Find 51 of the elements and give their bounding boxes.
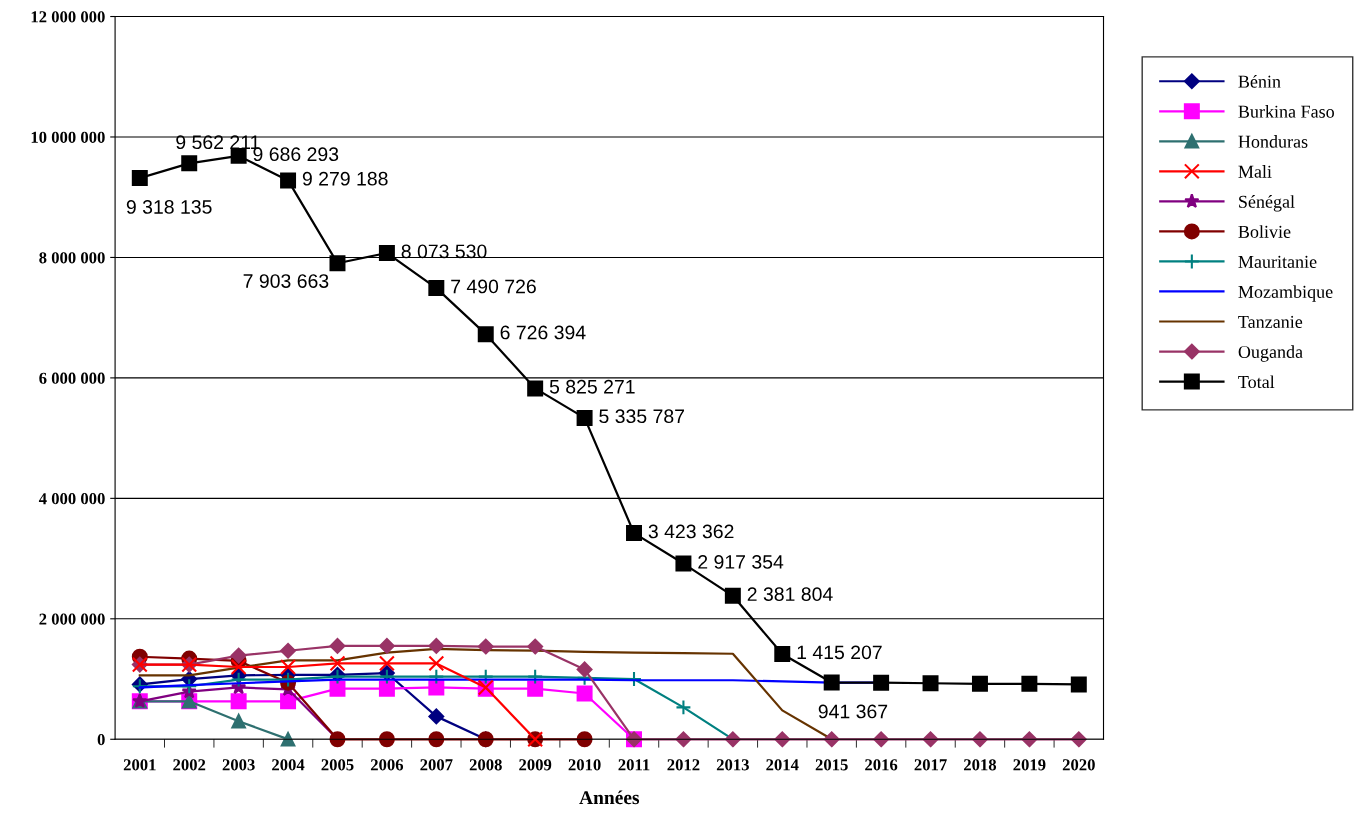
legend-label: Sénégal (1239, 195, 1295, 212)
y-tick-label: 2 000 000 (39, 613, 105, 625)
legend-label: Honduras (1238, 135, 1308, 148)
data-label: 1 415 207 (797, 645, 882, 660)
data-label: 5 825 271 (549, 379, 635, 394)
data-label: 2 917 354 (698, 555, 784, 569)
y-tick-label: 6 000 000 (39, 372, 105, 384)
x-tick-label: 2015 (815, 759, 848, 771)
x-tick-label: 2019 (1013, 759, 1046, 771)
y-tick-label: 10 000 000 (31, 131, 105, 143)
data-label: 5 335 787 (599, 409, 685, 424)
x-tick-label: 2013 (716, 759, 749, 771)
x-tick-label: 2009 (519, 759, 552, 771)
data-label: 9 318 135 (126, 200, 212, 214)
data-label: 7 490 726 (451, 279, 536, 294)
y-tick-label: 12 000 000 (31, 11, 105, 23)
data-label: 2 381 804 (747, 587, 833, 602)
legend-label: Total (1238, 375, 1275, 389)
x-tick-label: 2014 (766, 759, 799, 771)
x-tick-label: 2006 (370, 759, 404, 771)
x-tick-label: 2005 (321, 759, 354, 771)
x-tick-label: 2020 (1062, 759, 1095, 771)
x-tick-label: 2017 (914, 759, 947, 771)
data-label: 7 903 663 (243, 274, 329, 288)
legend-label: Mauritanie (1238, 255, 1317, 268)
data-label: 3 423 362 (648, 524, 734, 539)
x-tick-label: 2003 (222, 759, 255, 771)
legend-label: Mozambique (1238, 285, 1333, 302)
x-tick-label: 2018 (963, 759, 997, 771)
legend-label: Tanzanie (1238, 315, 1303, 328)
x-tick-label: 2004 (272, 759, 305, 771)
data-label: 941 367 (818, 704, 888, 719)
legend-label: Bénin (1238, 75, 1281, 88)
legend-label: Bolivie (1238, 225, 1291, 238)
data-label: 6 726 394 (500, 325, 586, 340)
x-tick-label: 2002 (173, 759, 206, 771)
legend-label: Mali (1238, 165, 1272, 178)
y-tick-label: 4 000 000 (38, 493, 105, 505)
x-tick-label: 2016 (865, 759, 898, 771)
data-label: 9 279 188 (302, 171, 388, 186)
x-tick-label: 2012 (667, 759, 700, 771)
x-tick-label: 2011 (618, 759, 650, 771)
y-tick-label: 0 (97, 733, 105, 746)
x-axis-title: Années (579, 790, 640, 805)
x-tick-label: 2010 (568, 759, 601, 771)
x-tick-label: 2001 (123, 759, 156, 771)
legend-label: Ouganda (1238, 345, 1303, 362)
y-tick-label: 8 000 000 (39, 252, 105, 264)
x-tick-label: 2007 (420, 759, 453, 771)
x-tick-label: 2008 (469, 759, 502, 771)
legend-label: Burkina Faso (1238, 105, 1334, 118)
